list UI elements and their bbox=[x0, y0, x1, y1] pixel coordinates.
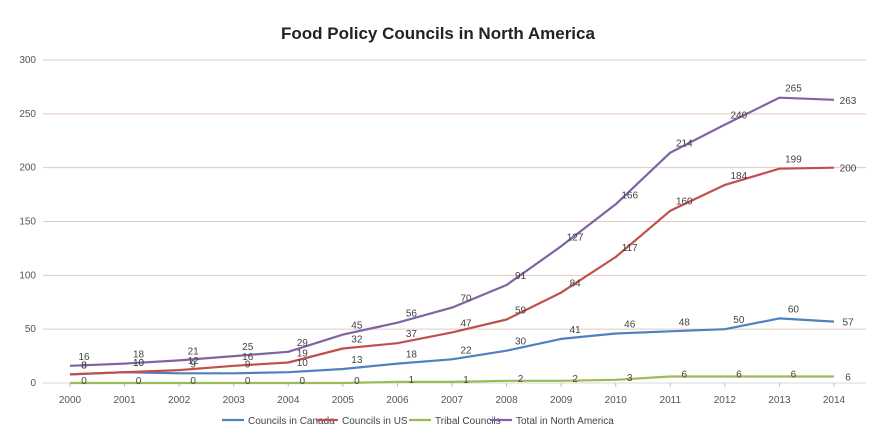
data-label-councils-in-us: 200 bbox=[840, 164, 857, 175]
data-label-councils-in-us: 59 bbox=[515, 305, 527, 316]
data-label-tribal-councils: 6 bbox=[845, 373, 851, 384]
data-label-councils-in-us: 199 bbox=[785, 155, 802, 166]
data-label-councils-in-us: 19 bbox=[297, 349, 309, 360]
data-label-councils-in-canada: 18 bbox=[406, 350, 418, 361]
data-label-councils-in-canada: 8 bbox=[81, 360, 87, 371]
x-tick-label: 2001 bbox=[113, 395, 136, 406]
data-label-total-in-north-america: 25 bbox=[242, 342, 254, 353]
data-label-councils-in-canada: 46 bbox=[624, 319, 636, 330]
data-label-tribal-councils: 2 bbox=[518, 374, 524, 385]
x-tick-label: 2000 bbox=[59, 395, 82, 406]
x-tick-label: 2014 bbox=[823, 395, 846, 406]
data-label-tribal-councils: 1 bbox=[463, 375, 469, 386]
data-label-councils-in-canada: 48 bbox=[679, 317, 691, 328]
data-label-total-in-north-america: 166 bbox=[621, 190, 638, 201]
data-label-councils-in-us: 12 bbox=[188, 356, 200, 367]
data-label-total-in-north-america: 91 bbox=[515, 271, 527, 282]
data-label-councils-in-us: 117 bbox=[622, 243, 638, 254]
data-label-tribal-councils: 0 bbox=[300, 376, 306, 387]
data-label-tribal-councils: 6 bbox=[682, 370, 688, 381]
data-label-councils-in-canada: 30 bbox=[515, 337, 527, 348]
data-label-tribal-councils: 0 bbox=[190, 376, 196, 387]
data-label-total-in-north-america: 265 bbox=[785, 84, 802, 95]
series-line-tribal-councils bbox=[70, 375, 834, 385]
grid-lines bbox=[43, 59, 866, 384]
legend-label-councils-in-us: Councils in US bbox=[342, 416, 408, 427]
data-label-councils-in-canada: 41 bbox=[570, 325, 582, 336]
data-label-total-in-north-america: 240 bbox=[731, 111, 748, 122]
x-tick-label: 2002 bbox=[168, 395, 191, 406]
x-tick-label: 2003 bbox=[223, 395, 246, 406]
data-label-total-in-north-america: 45 bbox=[351, 321, 363, 332]
data-label-total-in-north-america: 56 bbox=[406, 309, 418, 320]
legend: Councils in Canada Councils in US Tribal C… bbox=[222, 416, 614, 427]
x-tick-label: 2009 bbox=[550, 395, 573, 406]
data-label-total-in-north-america: 127 bbox=[567, 232, 584, 243]
x-tick-label: 2012 bbox=[714, 395, 737, 406]
y-tick-label: 150 bbox=[19, 217, 36, 228]
data-label-councils-in-us: 32 bbox=[351, 335, 363, 346]
data-label-councils-in-canada: 13 bbox=[351, 355, 363, 366]
data-label-councils-in-us: 8 bbox=[81, 360, 87, 371]
y-tick-label: 300 bbox=[19, 55, 36, 66]
x-tick-label: 2008 bbox=[495, 395, 518, 406]
x-tick-label: 2006 bbox=[386, 395, 409, 406]
y-tick-label: 250 bbox=[19, 109, 36, 120]
data-label-total-in-north-america: 29 bbox=[297, 338, 309, 349]
series-line-total-in-north-america bbox=[69, 96, 835, 367]
data-label-total-in-north-america: 16 bbox=[78, 352, 90, 363]
chart-title: Food Policy Councils in North America bbox=[281, 24, 595, 43]
x-tick-label: 2013 bbox=[768, 395, 791, 406]
data-label-tribal-councils: 0 bbox=[245, 376, 251, 387]
data-label-councils-in-canada: 22 bbox=[460, 345, 472, 356]
data-label-total-in-north-america: 21 bbox=[188, 346, 200, 357]
data-label-councils-in-us: 160 bbox=[676, 197, 693, 208]
x-tick-label: 2011 bbox=[660, 395, 682, 406]
data-label-councils-in-us: 16 bbox=[242, 352, 254, 363]
data-label-councils-in-canada: 10 bbox=[297, 358, 309, 369]
x-tick-label: 2005 bbox=[332, 395, 355, 406]
data-label-tribal-councils: 6 bbox=[736, 370, 742, 381]
data-label-tribal-councils: 6 bbox=[791, 370, 797, 381]
data-label-councils-in-us: 84 bbox=[570, 279, 582, 290]
data-label-total-in-north-america: 18 bbox=[133, 350, 145, 361]
data-label-councils-in-us: 37 bbox=[406, 329, 418, 340]
x-axis-ticks: 2000 2001 2002 2003 2004 2005 2006 2007 2008 2009… bbox=[59, 383, 846, 406]
legend-label-total-in-north-america: Total in North America bbox=[516, 416, 614, 427]
data-label-councils-in-canada: 60 bbox=[788, 304, 800, 315]
y-tick-label: 100 bbox=[19, 270, 36, 281]
data-label-tribal-councils: 3 bbox=[627, 373, 633, 384]
data-label-councils-in-us: 47 bbox=[460, 318, 472, 329]
data-label-councils-in-us: 10 bbox=[133, 358, 145, 369]
series-lines bbox=[69, 96, 835, 385]
x-tick-label: 2007 bbox=[441, 395, 464, 406]
x-tick-label: 2004 bbox=[277, 395, 300, 406]
data-label-councils-in-canada: 50 bbox=[733, 315, 745, 326]
series-line-councils-in-us bbox=[69, 166, 835, 376]
data-label-tribal-councils: 0 bbox=[136, 376, 142, 387]
legend-label-tribal-councils: Tribal Councils bbox=[435, 416, 501, 427]
legend-label-councils-in-canada: Councils in Canada bbox=[248, 416, 335, 427]
y-tick-label: 0 bbox=[30, 378, 36, 389]
data-label-total-in-north-america: 214 bbox=[676, 139, 693, 150]
data-label-total-in-north-america: 263 bbox=[840, 96, 857, 107]
data-label-tribal-councils: 2 bbox=[572, 374, 578, 385]
data-label-tribal-councils: 0 bbox=[81, 376, 87, 387]
data-label-councils-in-us: 184 bbox=[731, 171, 748, 182]
data-label-total-in-north-america: 70 bbox=[460, 294, 472, 305]
y-tick-label: 200 bbox=[19, 163, 36, 174]
y-axis-ticks: 0 50 100 150 200 250 300 bbox=[19, 55, 36, 389]
series-line-councils-in-canada bbox=[69, 317, 835, 376]
data-label-councils-in-canada: 57 bbox=[842, 318, 854, 329]
data-label-councils-in-canada: 9 bbox=[245, 359, 251, 370]
data-label-councils-in-canada: 10 bbox=[133, 358, 145, 369]
x-tick-label: 2010 bbox=[605, 395, 628, 406]
data-label-councils-in-canada: 9 bbox=[190, 359, 196, 370]
data-label-tribal-councils: 0 bbox=[354, 376, 360, 387]
data-label-tribal-councils: 1 bbox=[409, 375, 415, 386]
y-tick-label: 50 bbox=[25, 324, 37, 335]
